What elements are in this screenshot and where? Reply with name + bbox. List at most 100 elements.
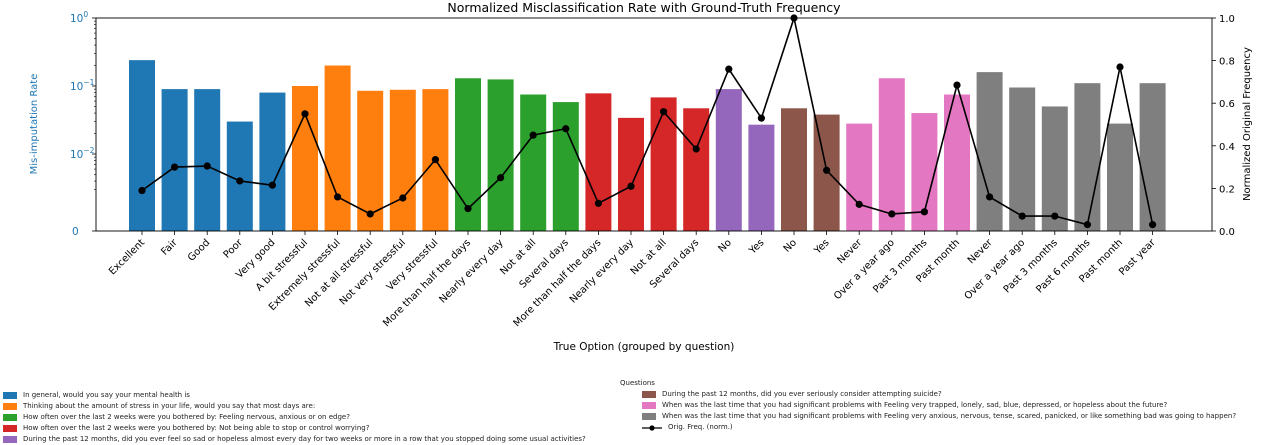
- bars-group: [129, 60, 1166, 232]
- bar: [324, 65, 351, 231]
- legend-swatch: [3, 436, 17, 443]
- right-axis: 0.0 0.2 0.4 0.6 0.8 1.0: [1212, 14, 1235, 238]
- legend-swatch: [3, 392, 17, 399]
- x-tick-label: Excellent: [107, 237, 147, 277]
- frequency-point: [757, 114, 766, 122]
- y-tick-label-right: 0.6: [1219, 99, 1235, 110]
- legend-line-marker-icon: [642, 424, 662, 431]
- frequency-point: [464, 205, 472, 213]
- legend-entry: How often over the last 2 weeks were you…: [3, 423, 586, 434]
- legend-label: Thinking about the amount of stress in y…: [23, 402, 316, 410]
- y-axis-label-right: Normalized Original Frequency: [1242, 47, 1253, 201]
- frequency-point: [366, 210, 374, 218]
- x-tick-label: Fair: [159, 237, 180, 258]
- legend-entry: During the past 12 months, did you ever …: [3, 434, 586, 445]
- bar: [129, 60, 155, 232]
- frequency-point: [1116, 63, 1124, 71]
- y-tick-label-left: 10−1: [70, 78, 95, 93]
- frequency-point: [268, 181, 276, 189]
- legend-entry: During the past 12 months, did you ever …: [642, 389, 1236, 400]
- y-tick-label-right: 0.4: [1219, 142, 1235, 153]
- legend-label: In general, would you say your mental he…: [23, 391, 190, 399]
- frequency-point: [725, 65, 733, 73]
- x-tick-label: Never: [966, 237, 995, 266]
- legend-left: In general, would you say your mental he…: [3, 390, 586, 445]
- x-tick-label: Yes: [812, 237, 832, 257]
- y-tick-label-right: 0.8: [1219, 57, 1235, 68]
- bar: [976, 72, 1003, 231]
- legend-label: During the past 12 months, did you ever …: [662, 390, 942, 398]
- legend-entry: Thinking about the amount of stress in y…: [3, 401, 586, 412]
- frequency-point: [203, 162, 211, 170]
- bar: [1009, 87, 1036, 231]
- bar: [552, 102, 579, 231]
- frequency-point: [334, 193, 342, 201]
- x-tick-label: Over a year ago: [963, 237, 1028, 302]
- frequency-line: [141, 14, 1154, 226]
- legend-label: When was the last time that you had sign…: [662, 412, 1237, 420]
- x-tick-label: Nearly every day: [437, 237, 505, 305]
- legend-label: During the past 12 months, did you ever …: [23, 435, 586, 443]
- frequency-point: [497, 174, 505, 182]
- bar: [194, 89, 221, 231]
- frequency-point: [660, 108, 668, 116]
- y-tick-label-left: 100: [70, 10, 88, 25]
- bar: [748, 124, 775, 231]
- y-tick-label-right: 0.0: [1219, 227, 1235, 238]
- frequency-point: [627, 182, 635, 190]
- frequency-point: [236, 177, 244, 185]
- bar: [1107, 123, 1133, 231]
- bar: [878, 78, 905, 231]
- bar: [1041, 106, 1068, 231]
- x-tick-label: Yes: [747, 237, 767, 257]
- legend-entry: How often over the last 2 weeks were you…: [3, 412, 586, 423]
- x-tick-label: No: [717, 237, 734, 254]
- bar: [715, 89, 742, 231]
- frequency-line-group: [138, 14, 1157, 229]
- x-tick-label: Never: [835, 237, 864, 266]
- frequency-point: [138, 186, 146, 195]
- bar: [259, 92, 286, 232]
- frequency-point: [399, 194, 407, 202]
- frequency-point: [529, 131, 537, 139]
- x-tick-label: Good: [186, 237, 212, 263]
- bar: [650, 97, 677, 231]
- frequency-point: [594, 199, 603, 207]
- legend-swatch: [3, 414, 17, 421]
- legend-label: Orig. Freq. (norm.): [668, 423, 733, 431]
- bar: [1074, 83, 1101, 231]
- bar: [846, 123, 873, 231]
- legend-right: During the past 12 months, did you ever …: [642, 389, 1236, 433]
- legend-entry: When was the last time that you had sign…: [642, 400, 1236, 411]
- bar: [520, 94, 547, 231]
- x-tick-label: Nearly every day: [568, 237, 636, 305]
- chart-title: Normalized Misclassification Rate with G…: [447, 0, 841, 15]
- legend-swatch: [642, 402, 656, 409]
- bar: [389, 89, 416, 231]
- y-tick-label-left: 0: [72, 226, 79, 238]
- legend-swatch: [3, 403, 17, 410]
- y-tick-label-right: 0.2: [1219, 184, 1235, 195]
- frequency-point: [920, 208, 929, 216]
- legend-label: How often over the last 2 weeks were you…: [23, 413, 350, 421]
- frequency-point: [692, 145, 700, 153]
- bar: [781, 108, 807, 231]
- frequency-point: [171, 163, 179, 171]
- y-tick-label-right: 1.0: [1219, 14, 1235, 25]
- legend-entry-line: Orig. Freq. (norm.): [642, 422, 1236, 433]
- frequency-point: [953, 81, 961, 89]
- bar: [161, 89, 188, 231]
- left-axis: 0 10−2 10−1 100: [70, 10, 96, 238]
- bar: [618, 117, 644, 231]
- legend-label: How often over the last 2 weeks were you…: [23, 424, 370, 432]
- frequency-point: [1083, 221, 1091, 229]
- bar: [357, 90, 384, 231]
- frequency-point: [562, 125, 570, 133]
- legend-entry: In general, would you say your mental he…: [3, 390, 586, 401]
- frequency-point: [301, 110, 309, 118]
- y-tick-label-left: 10−2: [70, 146, 95, 161]
- legend-entry: When was the last time that you had sign…: [642, 411, 1236, 422]
- bar: [292, 86, 318, 231]
- frequency-point: [823, 166, 831, 174]
